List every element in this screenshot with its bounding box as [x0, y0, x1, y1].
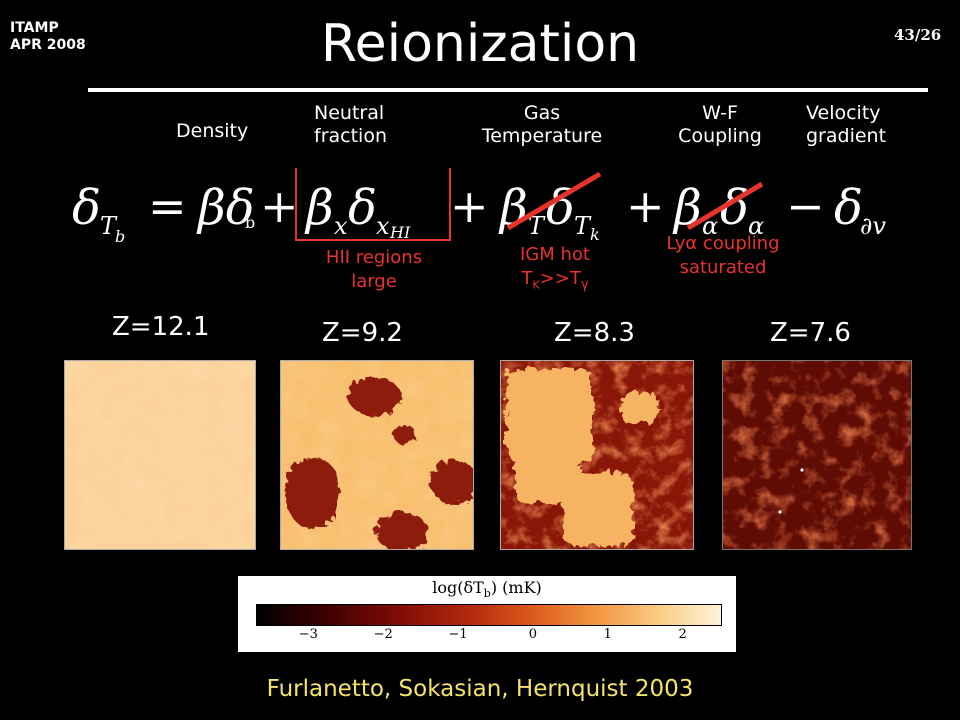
eq-delta-alpha-sub: α: [748, 212, 764, 240]
eq-equals: =: [148, 179, 187, 233]
note-fragment: >>T: [539, 268, 581, 289]
note-lya-coupling: Lyα coupling saturated: [648, 232, 798, 280]
term-label-wf-coupling: W-F Coupling: [668, 102, 772, 148]
eq-delta-t-sub: T: [574, 212, 592, 240]
title-underline: [88, 88, 928, 92]
term-line: Velocity: [806, 102, 881, 124]
eq-delta-v: δ: [834, 180, 863, 236]
simulation-map-z8: [500, 360, 694, 550]
colorbar-tick-label: −2: [373, 627, 393, 642]
eq-density-term: βδ: [196, 180, 255, 236]
eq-minus: −: [786, 179, 825, 233]
colorbar-tick-label: 0: [528, 627, 538, 642]
term-label-density: Density: [176, 120, 249, 142]
eq-lhs-delta: δ: [72, 180, 101, 236]
simulation-map-z7: [722, 360, 912, 550]
note-line: saturated: [679, 257, 767, 278]
term-line: Temperature: [481, 125, 603, 147]
note-hii-regions: HII regions large: [306, 246, 442, 294]
term-label-gas-temperature: Gas Temperature: [474, 102, 610, 148]
note-line: IGM hot: [520, 244, 590, 265]
eq-lhs-subsub: b: [115, 227, 125, 246]
redshift-label-1: Z=12.1: [112, 312, 210, 342]
eq-plus-3: +: [626, 179, 665, 233]
term-line: gradient: [806, 125, 887, 147]
eq-plus-2: +: [450, 179, 489, 233]
colorbar-tick-label: 2: [678, 627, 687, 642]
temperature-term-strike: [506, 171, 602, 231]
term-label-neutral-fraction: Neutral fraction: [314, 102, 387, 148]
note-igm-hot: IGM hot TK>>Tγ: [500, 243, 610, 298]
term-line: W-F: [702, 102, 738, 124]
term-line: Coupling: [678, 125, 762, 147]
eq-delta-v-sub: ∂v: [860, 212, 886, 240]
note-line: TK>>Tγ: [500, 267, 610, 298]
eq-beta-alpha: β: [672, 180, 702, 236]
colorbar-tick-label: 1: [603, 627, 612, 642]
neutral-term-highlight-box: [295, 168, 451, 241]
slide-number: 43/26: [894, 26, 942, 44]
colorbar-title: log(δTb) (mK): [238, 578, 736, 600]
note-fragment: T: [521, 268, 533, 289]
term-line: fraction: [314, 125, 387, 147]
term-label-velocity-gradient: Velocity gradient: [806, 102, 886, 148]
colorbar-tick-label: −3: [298, 627, 318, 642]
coupling-term-strike: [686, 181, 764, 231]
conference-label: ITAMP APR 2008: [10, 20, 86, 54]
eq-plus-1: +: [260, 179, 299, 233]
brightness-temperature-equation: δ T b = βδ b + β x δ x HI + β T δ T k + …: [72, 168, 886, 246]
eq-lhs-sub: T: [100, 212, 118, 240]
redshift-label-4: Z=7.6: [770, 318, 851, 348]
conference-date: APR 2008: [10, 37, 86, 53]
colorbar-title-part: ) (mK): [490, 578, 542, 597]
colorbar-title-sub: b: [483, 587, 491, 601]
eq-beta-t-sub: T: [528, 212, 546, 240]
citation: Furlanetto, Sokasian, Hernquist 2003: [266, 676, 694, 702]
eq-delta-x-sub: x: [376, 212, 390, 240]
note-line: large: [351, 271, 397, 292]
redshift-label-3: Z=8.3: [554, 318, 635, 348]
note-line: HII regions: [325, 247, 423, 268]
note-line: Lyα coupling: [666, 233, 780, 254]
simulation-map-z9: [280, 360, 474, 550]
simulation-map-z12: [64, 360, 256, 550]
conference-name: ITAMP: [10, 20, 59, 36]
colorbar: log(δTb) (mK) −3 −2 −1 0 1 2: [238, 576, 736, 652]
eq-delta-x: δ: [348, 180, 377, 236]
eq-beta-x: β: [304, 180, 334, 236]
slide-title: Reionization: [320, 14, 640, 74]
eq-delta-t-subsub: k: [590, 225, 600, 244]
redshift-label-2: Z=9.2: [322, 318, 403, 348]
colorbar-title-part: log(δT: [432, 578, 484, 597]
eq-density-sub: b: [245, 213, 255, 232]
note-subscript: γ: [580, 277, 589, 293]
colorbar-tick-label: −1: [448, 627, 468, 642]
eq-delta-x-subsub: HI: [389, 223, 411, 242]
note-subscript: K: [532, 278, 540, 292]
term-line: Neutral: [314, 102, 385, 124]
colorbar-gradient: [256, 604, 722, 626]
term-line: Gas: [523, 102, 561, 124]
eq-beta-x-sub: x: [334, 212, 348, 240]
